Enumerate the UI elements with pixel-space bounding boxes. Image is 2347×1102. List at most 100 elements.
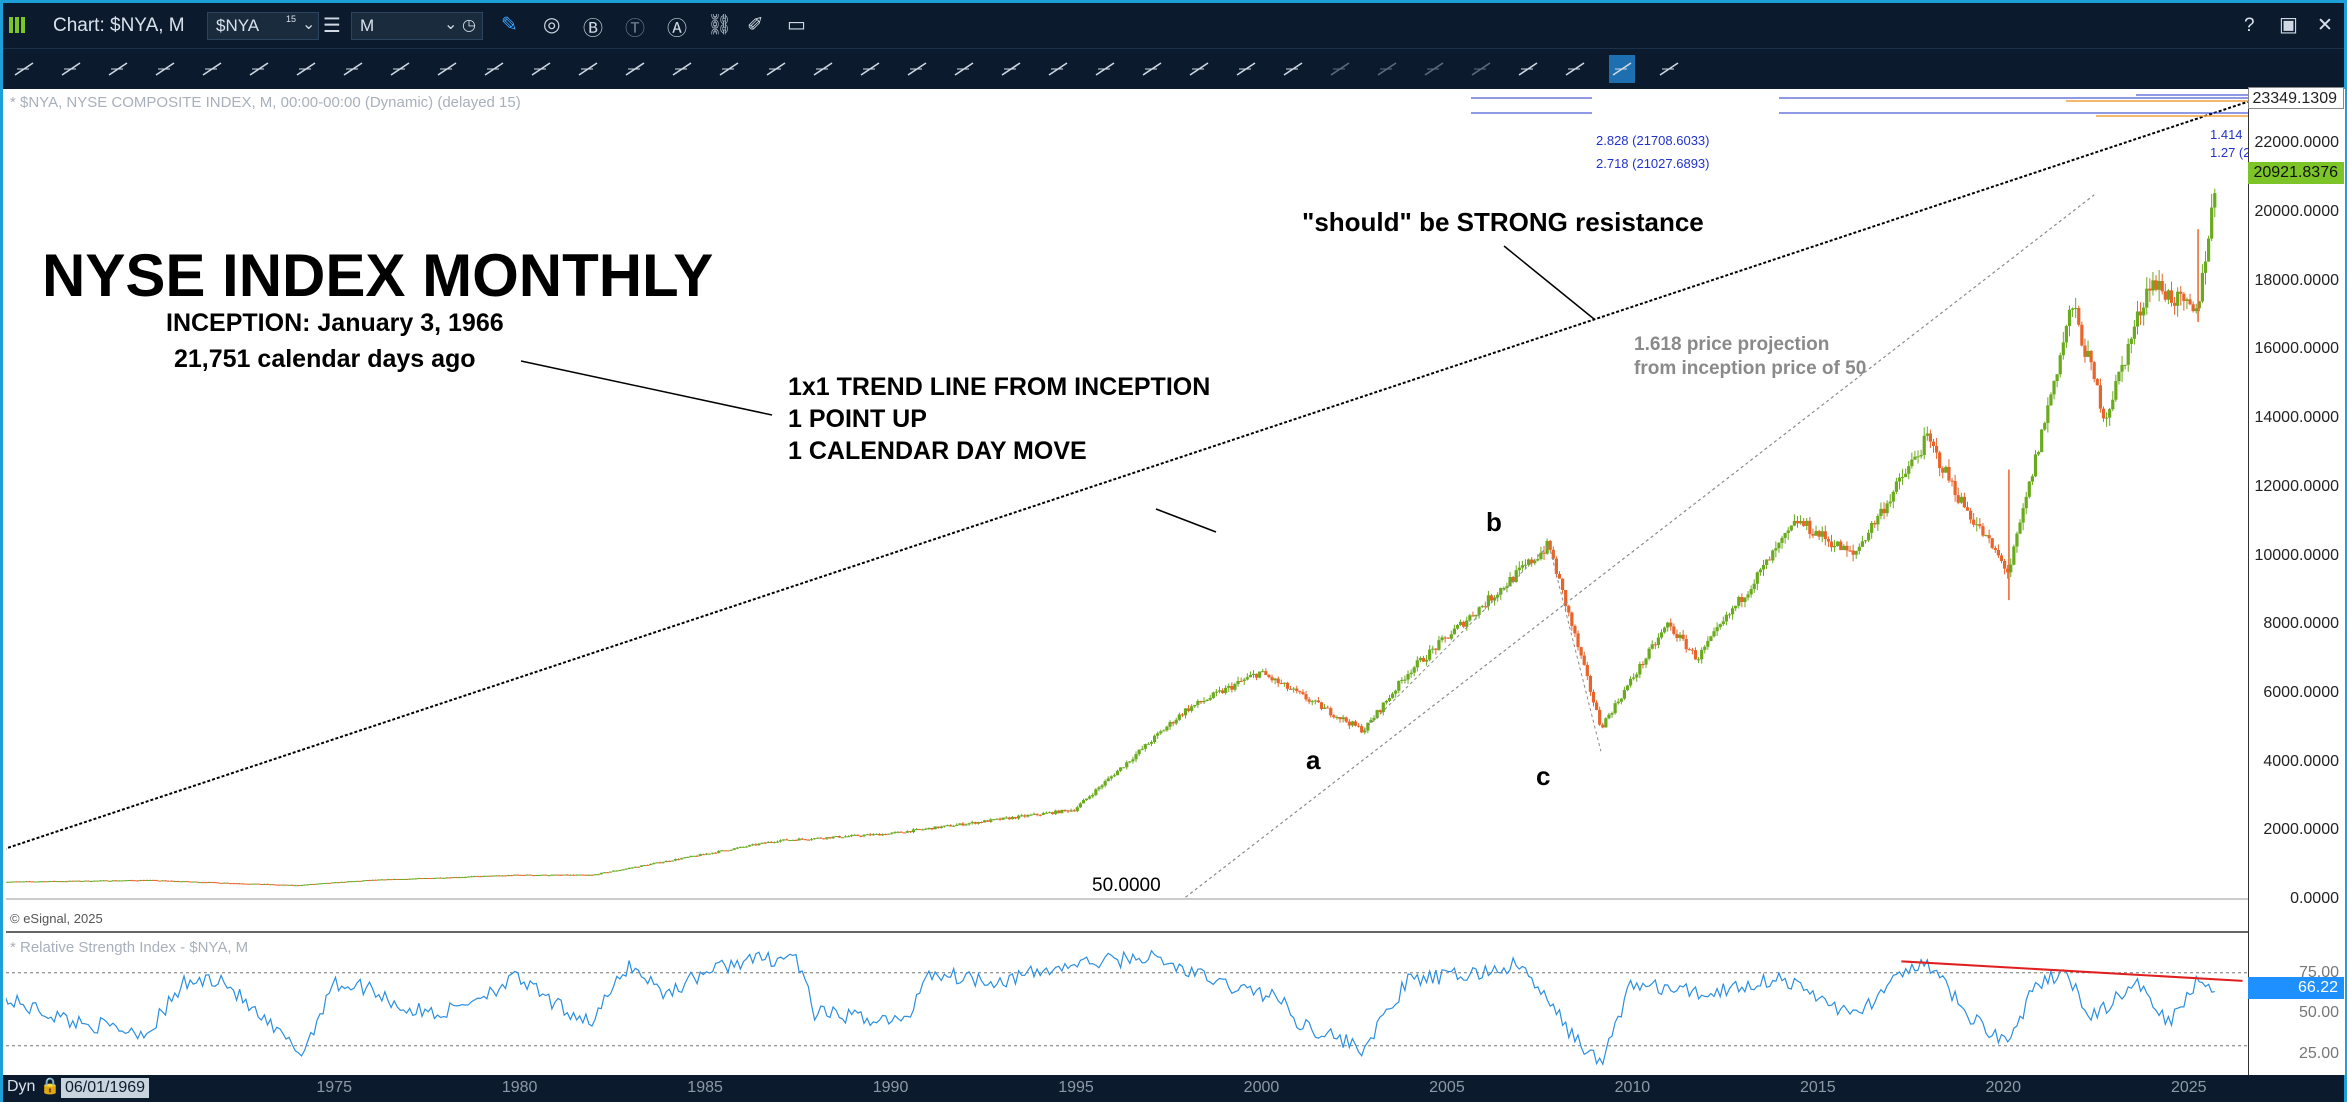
candle-body — [479, 876, 483, 878]
candle-body — [2070, 308, 2075, 310]
candle-body — [695, 855, 699, 857]
channel-tool-icon — [249, 62, 269, 76]
candle-body — [426, 878, 430, 880]
candle-body — [2052, 381, 2056, 395]
candle-body — [1261, 671, 1265, 673]
time-tick-label: 2000 — [1243, 1079, 1280, 1096]
candle-body — [769, 841, 773, 843]
candle-body — [1752, 583, 1756, 590]
candle-body — [2194, 308, 2198, 312]
candle-body — [1307, 699, 1311, 702]
restore-window-icon[interactable]: ▣ — [2279, 12, 2298, 36]
candle-body — [472, 876, 477, 878]
candle-body — [256, 883, 260, 885]
candle-body — [1245, 677, 1249, 680]
chevron-down-icon[interactable]: ⌄ — [302, 14, 316, 33]
symbol-input[interactable]: $NYA 15 ⌄ — [207, 12, 319, 40]
candle-body — [1193, 704, 1197, 707]
candle-body — [1298, 691, 1302, 693]
time-axis-bar: Dyn 🔒 06/01/1969 1975 1980 1985 1990 1995 200… — [3, 1075, 2344, 1102]
rectangle-tool-icon — [390, 62, 410, 76]
study-wave-icon[interactable]: ◎ — [543, 12, 561, 36]
list-menu-icon[interactable]: ☰ — [323, 13, 341, 37]
candle-body — [1999, 555, 2004, 561]
candle-body — [1938, 452, 1942, 469]
candle-body — [766, 841, 770, 844]
candle-body — [1344, 717, 1348, 722]
mode-label[interactable]: Dyn — [7, 1078, 36, 1095]
candle-body — [1397, 680, 1401, 691]
candle-body — [748, 845, 752, 847]
candle-body — [1381, 702, 1385, 713]
wave-a-label: a — [1306, 745, 1321, 775]
rsi-panel — [6, 949, 2250, 1066]
candle-body — [1576, 633, 1580, 648]
candle-body — [2104, 417, 2109, 419]
candle-body — [1353, 721, 1358, 726]
candle-body — [1183, 708, 1188, 716]
candle-body — [924, 828, 928, 830]
candle-body — [1777, 542, 1781, 549]
candle-body — [1795, 520, 1800, 524]
candle-body — [414, 878, 418, 880]
candle-body — [664, 860, 668, 863]
candle-body — [1375, 710, 1379, 718]
candle-body — [1421, 657, 1426, 662]
candle-body — [1032, 813, 1036, 815]
candle-body — [1749, 589, 1753, 595]
candle-body — [1975, 524, 1979, 526]
candle-body — [1610, 713, 1614, 715]
chevron-down-icon[interactable]: ⌄ — [444, 14, 458, 33]
candle-body — [831, 836, 835, 839]
candle-body — [1217, 690, 1222, 692]
candle-body — [1919, 455, 1923, 457]
candle-body — [2077, 308, 2081, 325]
projection-line — [1185, 194, 2095, 898]
comment-icon[interactable]: ▭ — [787, 12, 806, 36]
candle-body — [772, 842, 776, 844]
candle-body — [593, 874, 597, 876]
bold-b-icon[interactable]: Ⓑ — [583, 16, 603, 40]
time-tick-label: 2005 — [1429, 1079, 1465, 1096]
candle-body — [2018, 522, 2022, 534]
trade-t-icon[interactable]: Ⓣ — [625, 16, 645, 40]
candle-body — [275, 884, 279, 886]
candle-body — [1879, 508, 1883, 516]
arrow-left-tool-icon — [1236, 62, 1256, 76]
candle-body — [1523, 564, 1528, 566]
lock-icon[interactable]: 🔒 — [40, 1076, 60, 1095]
candle-body — [1112, 775, 1116, 777]
candle-body — [491, 875, 495, 877]
price-axis[interactable]: 0.0000 2000.0000 4000.0000 6000.0000 8000.00… — [2248, 89, 2345, 1075]
candle-body — [1483, 606, 1487, 608]
candle-body — [68, 880, 72, 882]
candle-body — [1279, 683, 1283, 685]
polyline-tool-icon — [108, 62, 128, 76]
candle-body — [1604, 718, 1608, 728]
help-icon[interactable]: ? — [2244, 15, 2255, 36]
interval-value: M — [360, 16, 375, 35]
interval-select[interactable]: M ⌄ ◷ — [351, 12, 483, 40]
edit-note-icon[interactable]: ✐ — [747, 12, 764, 36]
candle-body — [27, 881, 32, 883]
link-icon[interactable]: ⛓ — [707, 12, 733, 36]
candle-body — [2185, 299, 2189, 301]
arrow-right-tool-icon — [1189, 62, 1209, 76]
alert-a-icon[interactable]: Ⓐ — [667, 16, 687, 40]
candle-body — [837, 836, 841, 838]
candle-body — [1706, 640, 1710, 647]
candle-body — [1372, 717, 1376, 720]
candle-body — [2145, 288, 2149, 308]
candle-body — [1551, 549, 1555, 559]
close-icon[interactable]: ✕ — [2317, 15, 2333, 36]
candle-body — [1001, 817, 1005, 820]
candle-body — [1050, 812, 1055, 814]
candle-body — [905, 831, 909, 833]
candle-body — [1462, 621, 1466, 627]
draw-pen-icon[interactable]: ✎ — [501, 12, 518, 36]
candle-body — [404, 878, 409, 880]
candle-body — [1585, 664, 1589, 677]
clock-icon[interactable]: ◷ — [462, 15, 476, 34]
candle-body — [132, 880, 137, 882]
time-tick-label: 1985 — [687, 1079, 723, 1096]
